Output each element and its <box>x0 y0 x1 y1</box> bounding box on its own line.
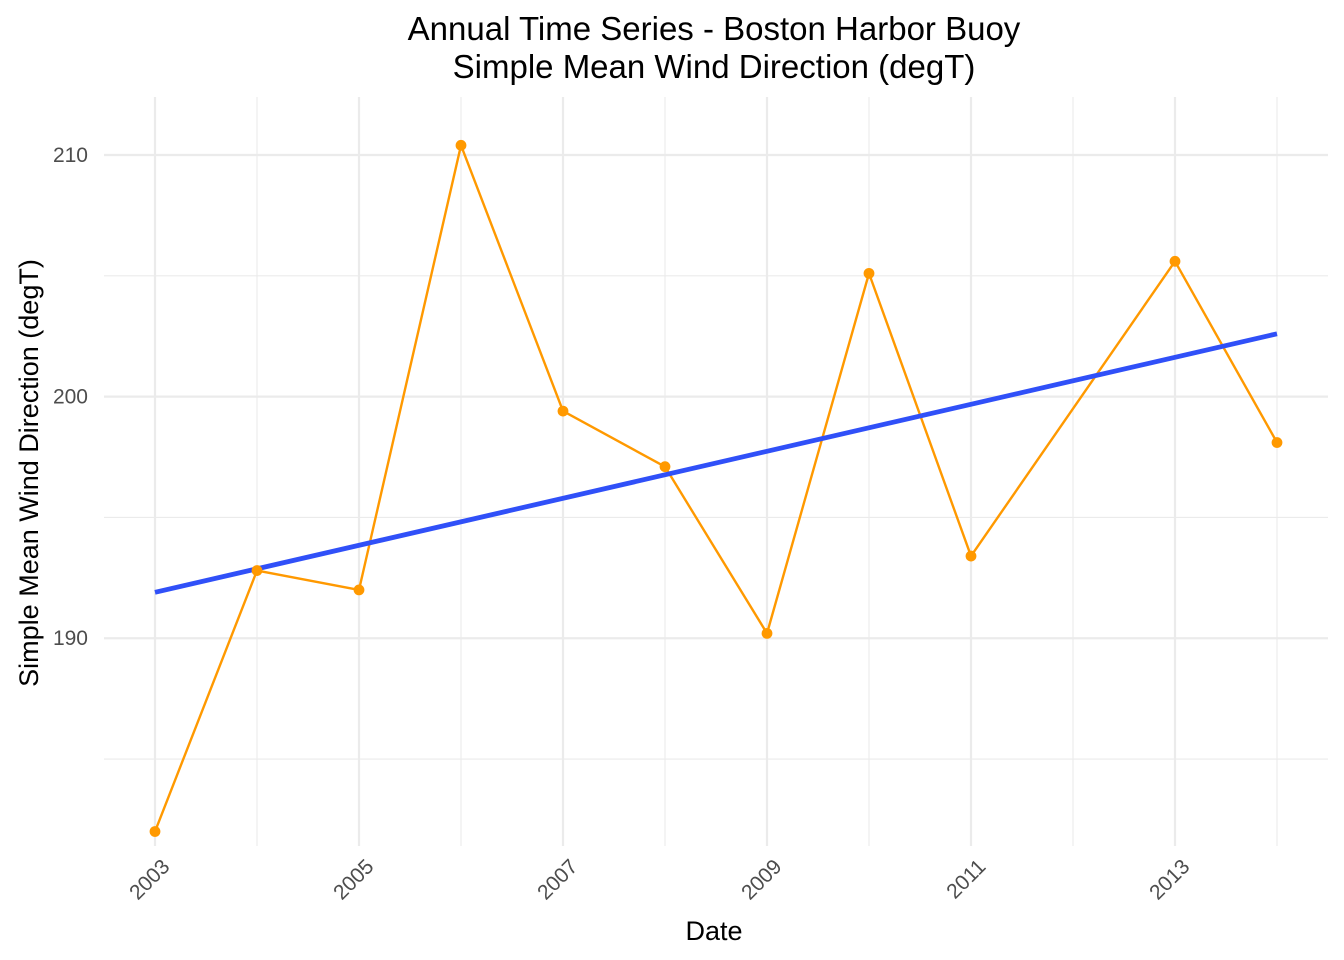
observed-series-line <box>153 144 1279 832</box>
x-axis-title: Date <box>685 916 742 946</box>
data-point <box>659 461 671 473</box>
x-tick-label: 2011 <box>942 855 990 903</box>
x-tick-label: 2013 <box>1145 855 1194 904</box>
data-point <box>149 826 161 837</box>
data-point <box>557 405 569 417</box>
chart-subtitle: Simple Mean Wind Direction (degT) <box>453 48 976 85</box>
data-point <box>1271 437 1283 448</box>
y-tick-label: 210 <box>53 144 88 167</box>
data-point <box>1169 255 1181 267</box>
data-point <box>863 267 875 279</box>
y-tick-label: 200 <box>53 386 88 409</box>
x-tick-label: 2007 <box>533 855 582 904</box>
y-axis-ticks: 190 200 210 <box>53 144 88 650</box>
x-tick-label: 2003 <box>125 855 174 904</box>
x-axis-ticks: 2003 2005 2007 2009 2011 2013 <box>125 855 1194 904</box>
y-axis-title: Simple Mean Wind Direction (degT) <box>14 259 44 687</box>
x-tick-label: 2009 <box>737 855 786 904</box>
grid <box>104 97 1328 846</box>
chart-title: Annual Time Series - Boston Harbor Buoy <box>408 10 1021 47</box>
data-point <box>761 627 773 639</box>
data-point <box>353 584 365 596</box>
data-point <box>251 565 263 576</box>
series-layer <box>149 139 1283 837</box>
trend-line <box>154 331 1278 595</box>
x-tick-label: 2005 <box>329 855 378 904</box>
data-point <box>455 139 467 151</box>
data-point <box>965 550 977 562</box>
y-tick-label: 190 <box>53 627 88 650</box>
